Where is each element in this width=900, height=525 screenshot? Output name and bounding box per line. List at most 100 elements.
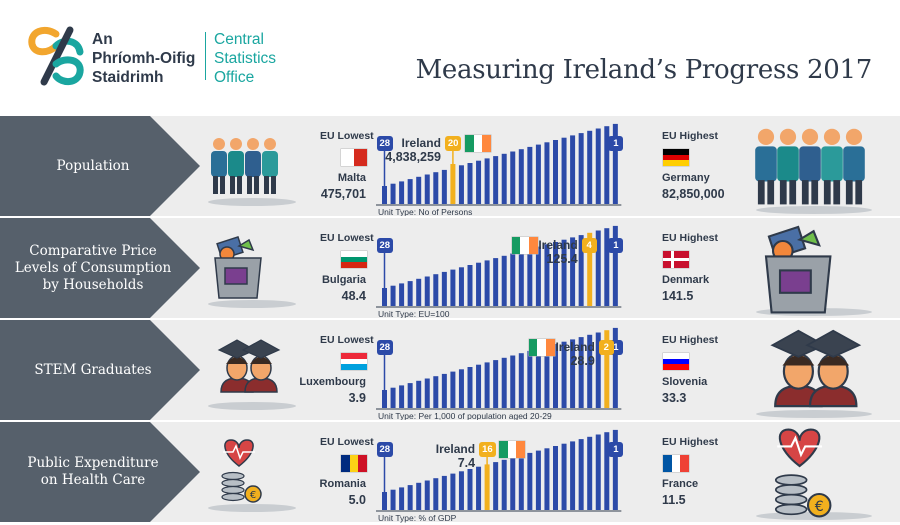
logo-divider (205, 32, 206, 80)
logo-line: Staidrimh (92, 69, 164, 86)
logo-line: Statistics (214, 50, 277, 67)
rank-bar (501, 255, 507, 306)
rank-badge-lowest: 28 (376, 340, 394, 355)
rank-bar (433, 172, 439, 204)
indicator-row: Population EU Lowest Malta 475,701 EU Highes… (0, 114, 900, 217)
lowest-country: Luxembourg (299, 376, 366, 388)
rank-bar (604, 126, 610, 204)
rank-bar (578, 337, 584, 408)
heart-coins-icon: € (208, 439, 296, 512)
rank-bar (527, 248, 533, 306)
rank-bar (441, 271, 447, 306)
svg-text:€: € (250, 490, 256, 501)
rank-bar (424, 276, 430, 306)
ireland-bar (484, 464, 490, 510)
rank-bar (510, 457, 516, 510)
ireland-label: Ireland (401, 136, 441, 150)
rank-bar (544, 142, 550, 204)
graduates-icon (756, 329, 872, 418)
label-arrow-band (0, 218, 200, 318)
ranking-bar-chart (376, 225, 622, 308)
unit-type-label: Unit Type: EU=100 (378, 309, 450, 319)
lowest-country: Romania (319, 478, 366, 490)
ireland-bar (587, 232, 593, 306)
rank-bar (407, 383, 413, 408)
rank-bar (544, 244, 550, 306)
rank-bar (527, 146, 533, 204)
rank-bar (484, 362, 490, 408)
flag-romania-icon (341, 455, 368, 472)
ireland-label: Ireland (435, 442, 476, 456)
lowest-value: 48.4 (341, 289, 366, 303)
flag-ireland-icon (499, 441, 526, 458)
rank-bar (518, 353, 524, 408)
rank-bar (476, 160, 482, 204)
rank-bar (399, 487, 405, 510)
header: An Phríomh-Oifig Staidrimh Central Stati… (0, 0, 900, 113)
ranking-bar-chart (376, 429, 622, 512)
rank-bar (407, 485, 413, 510)
indicator-label: STEM Graduates (34, 361, 152, 378)
rank-bar (450, 269, 456, 306)
rank-bar (501, 459, 507, 510)
indicator-label: Population (56, 157, 130, 174)
rank-bar (399, 181, 405, 204)
page-title: Measuring Ireland’s Progress 2017 (415, 55, 873, 85)
rank-bar (493, 258, 499, 306)
highest-value: 141.5 (662, 289, 694, 303)
rank-bar (476, 262, 482, 306)
rank-bar (484, 260, 490, 306)
logo-line: Phríomh-Oifig (92, 50, 196, 67)
highest-country: Denmark (662, 274, 710, 286)
rank-bar (510, 355, 516, 408)
people-group-icon (208, 138, 296, 206)
svg-text:€: € (815, 499, 824, 515)
rank-bar (441, 475, 447, 510)
rank-bar (587, 436, 593, 510)
rank-bar (501, 357, 507, 408)
rank-bar (535, 450, 541, 510)
indicator-row: Public Expenditure on Health Care € € EU Lo… (0, 420, 900, 523)
rank-bar (476, 466, 482, 510)
eu-highest-label: EU Highest (662, 436, 719, 448)
rank-bar (553, 344, 558, 408)
flag-france-icon (663, 455, 690, 472)
lowest-value: 5.0 (348, 493, 366, 507)
rank-bar (416, 176, 422, 204)
rank-bar (535, 348, 541, 408)
unit-type-label: Unit Type: Per 1,000 of population aged … (378, 411, 552, 421)
rank-bar (467, 367, 473, 408)
rank-badge-lowest: 28 (376, 442, 394, 457)
rank-bar (535, 144, 541, 204)
rank-bar (390, 285, 396, 306)
rank-badge-ireland: 2 (598, 340, 614, 355)
rank-bar (578, 133, 584, 204)
rank-bar (518, 455, 524, 510)
highest-country: Germany (662, 172, 710, 184)
rank-bar (399, 385, 405, 408)
logo-line: An (92, 31, 113, 48)
ireland-value: 7.4 (457, 456, 476, 470)
rank-badge-lowest: 28 (376, 238, 394, 253)
cso-logo-icon (28, 26, 84, 86)
heart-coins-icon: € (756, 428, 872, 520)
rank-bar (407, 281, 413, 306)
rank-bar (510, 253, 516, 306)
logo-line: Office (214, 69, 255, 86)
rank-bar (561, 239, 567, 306)
flag-malta-icon (341, 149, 367, 166)
rank-bar (433, 274, 439, 306)
rank-badge-lowest: 28 (376, 136, 394, 151)
rank-bar (476, 364, 482, 408)
highest-value: 82,850,000 (662, 187, 725, 201)
rank-bar (544, 448, 550, 510)
rank-bar (561, 137, 567, 204)
rank-bar (570, 339, 576, 408)
rank-bar (561, 443, 567, 510)
rank-bar (493, 462, 499, 510)
ireland-bar (604, 330, 610, 408)
rank-bar (518, 149, 524, 204)
ranking-bar-chart (376, 327, 622, 410)
unit-type-label: Unit Type: % of GDP (378, 513, 457, 523)
indicator-row: Comparative Price Levels of Consumption … (0, 216, 900, 319)
